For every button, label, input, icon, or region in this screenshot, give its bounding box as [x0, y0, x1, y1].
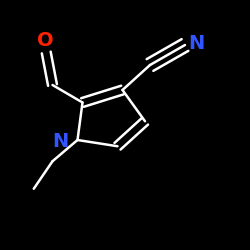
Text: N: N — [189, 34, 205, 53]
Text: O: O — [37, 31, 53, 50]
Text: N: N — [52, 132, 69, 151]
